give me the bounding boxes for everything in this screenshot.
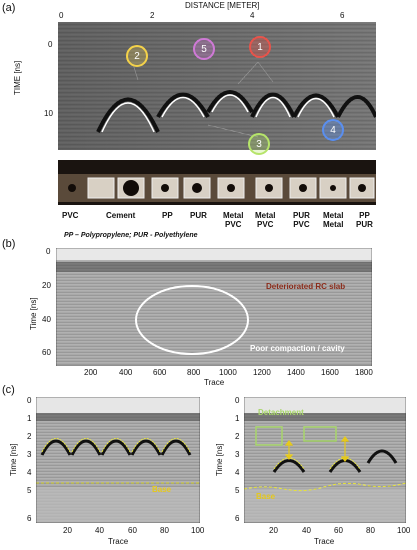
- material-label: PUR: [190, 211, 207, 220]
- annotation-deteriorated-slab: Deteriorated RC slab: [266, 282, 346, 291]
- marker-5-text: 5: [201, 43, 207, 55]
- panel-c-left-y-tick: 4: [27, 468, 32, 477]
- panel-c-right-y-tick: 4: [235, 468, 240, 477]
- panel-b-x-tick: 600: [153, 368, 167, 377]
- panel-c-left-y-tick: 3: [27, 450, 32, 459]
- material-legend: PP – Polypropylene; PUR - Polyethylene: [64, 232, 198, 239]
- panel-b-x-tick: 1400: [287, 368, 305, 377]
- panel-a-y-title: TIME [ns]: [13, 60, 22, 95]
- panel-c-left-x-tick: 40: [95, 526, 104, 535]
- marker-1-text: 1: [257, 41, 263, 53]
- material-label: PVC: [62, 211, 79, 220]
- panel-c-left-y-title: Time [ns]: [9, 443, 18, 476]
- panel-a-hyperbolas: [96, 61, 376, 138]
- marker-4: 4: [322, 119, 344, 141]
- panel-b-x-tick: 1800: [355, 368, 373, 377]
- panel-c-right-x-tick: 100: [397, 526, 411, 535]
- panel-b-y-tick: 60: [42, 348, 51, 357]
- panel-b-label: (b): [2, 238, 16, 250]
- material-label: PP PUR: [356, 211, 373, 230]
- panel-c-right-y-title: Time [ns]: [215, 443, 224, 476]
- panel-c-left-x-tick: 100: [191, 526, 205, 535]
- marker-2: 2: [126, 45, 148, 67]
- marker-3: 3: [248, 133, 270, 155]
- panel-c-left-y-tick: 5: [27, 486, 32, 495]
- panel-c-right-y-tick: 1: [235, 414, 240, 423]
- panel-c-right-y-tick: 3: [235, 450, 240, 459]
- material-label: Cement: [106, 211, 136, 220]
- panel-b-y-tick: 20: [42, 281, 51, 290]
- panel-a-label: (a): [2, 2, 16, 14]
- panel-c-left-x-tick: 60: [128, 526, 137, 535]
- panel-b-y-tick: 0: [46, 247, 51, 256]
- marker-5: 5: [193, 38, 215, 60]
- panel-b-y-tick: 40: [42, 315, 51, 324]
- annotation-cavity: Poor compaction / cavity: [250, 344, 345, 353]
- panel-a-y-tick: 10: [44, 109, 53, 118]
- panel-c-left-y-tick: 6: [27, 514, 32, 523]
- panel-c-left-x-title: Trace: [108, 537, 129, 546]
- marker-1: 1: [249, 36, 271, 58]
- panel-a-x-tick: 4: [250, 11, 255, 20]
- panel-b-x-title: Trace: [204, 378, 225, 387]
- panel-c-label: (c): [2, 384, 15, 396]
- panel-c-right-x-tick: 80: [366, 526, 375, 535]
- panel-c-left-y-tick: 1: [27, 414, 32, 423]
- panel-b-x-tick: 800: [187, 368, 201, 377]
- material-label: Metal Metal: [323, 211, 344, 230]
- panel-a-x-tick: 2: [150, 11, 155, 20]
- panel-c-right-x-tick: 20: [269, 526, 278, 535]
- panel-c-right-y-tick: 5: [235, 486, 240, 495]
- specimen-photo-details: [58, 174, 376, 202]
- panel-a-y-tick: 0: [48, 40, 53, 49]
- panel-b-y-title: Time [ns]: [29, 297, 38, 330]
- material-label: PUR PVC: [293, 211, 310, 230]
- panel-c-left-y-tick: 0: [27, 396, 32, 405]
- panel-c-right-x-title: Trace: [314, 537, 335, 546]
- panel-c-left-overlay: [36, 397, 200, 523]
- panel-c-left-x-tick: 20: [63, 526, 72, 535]
- panel-c-right-y-tick: 0: [235, 396, 240, 405]
- panel-a-x-tick: 6: [340, 11, 345, 20]
- panel-b-x-tick: 400: [119, 368, 133, 377]
- panel-c-left-y-tick: 2: [27, 432, 32, 441]
- material-label: PP: [162, 211, 173, 220]
- panel-c-left-x-tick: 80: [160, 526, 169, 535]
- panel-c-right-x-tick: 40: [302, 526, 311, 535]
- panel-a-x-tick: 0: [59, 11, 64, 20]
- panel-a-x-title: DISTANCE [METER]: [185, 1, 260, 10]
- marker-2-text: 2: [134, 50, 140, 62]
- panel-c-right-detachment-label: Detachment: [258, 408, 304, 417]
- panel-c-left-base-label: Base: [152, 485, 172, 494]
- panel-b-x-tick: 1000: [219, 368, 237, 377]
- panel-b-overlay: [56, 248, 372, 366]
- marker-4-text: 4: [330, 124, 336, 136]
- panel-c-right-y-tick: 6: [235, 514, 240, 523]
- panel-c-right-base-label: Base: [256, 492, 276, 501]
- panel-c-right-y-tick: 2: [235, 432, 240, 441]
- panel-b-x-tick: 200: [84, 368, 98, 377]
- material-label: Metal PVC: [255, 211, 276, 230]
- panel-c-right-x-tick: 60: [334, 526, 343, 535]
- panel-c-right-overlay: [244, 397, 406, 523]
- marker-3-text: 3: [256, 138, 262, 150]
- panel-b-x-tick: 1600: [321, 368, 339, 377]
- material-label: Metal PVC: [223, 211, 244, 230]
- panel-b-x-tick: 1200: [253, 368, 271, 377]
